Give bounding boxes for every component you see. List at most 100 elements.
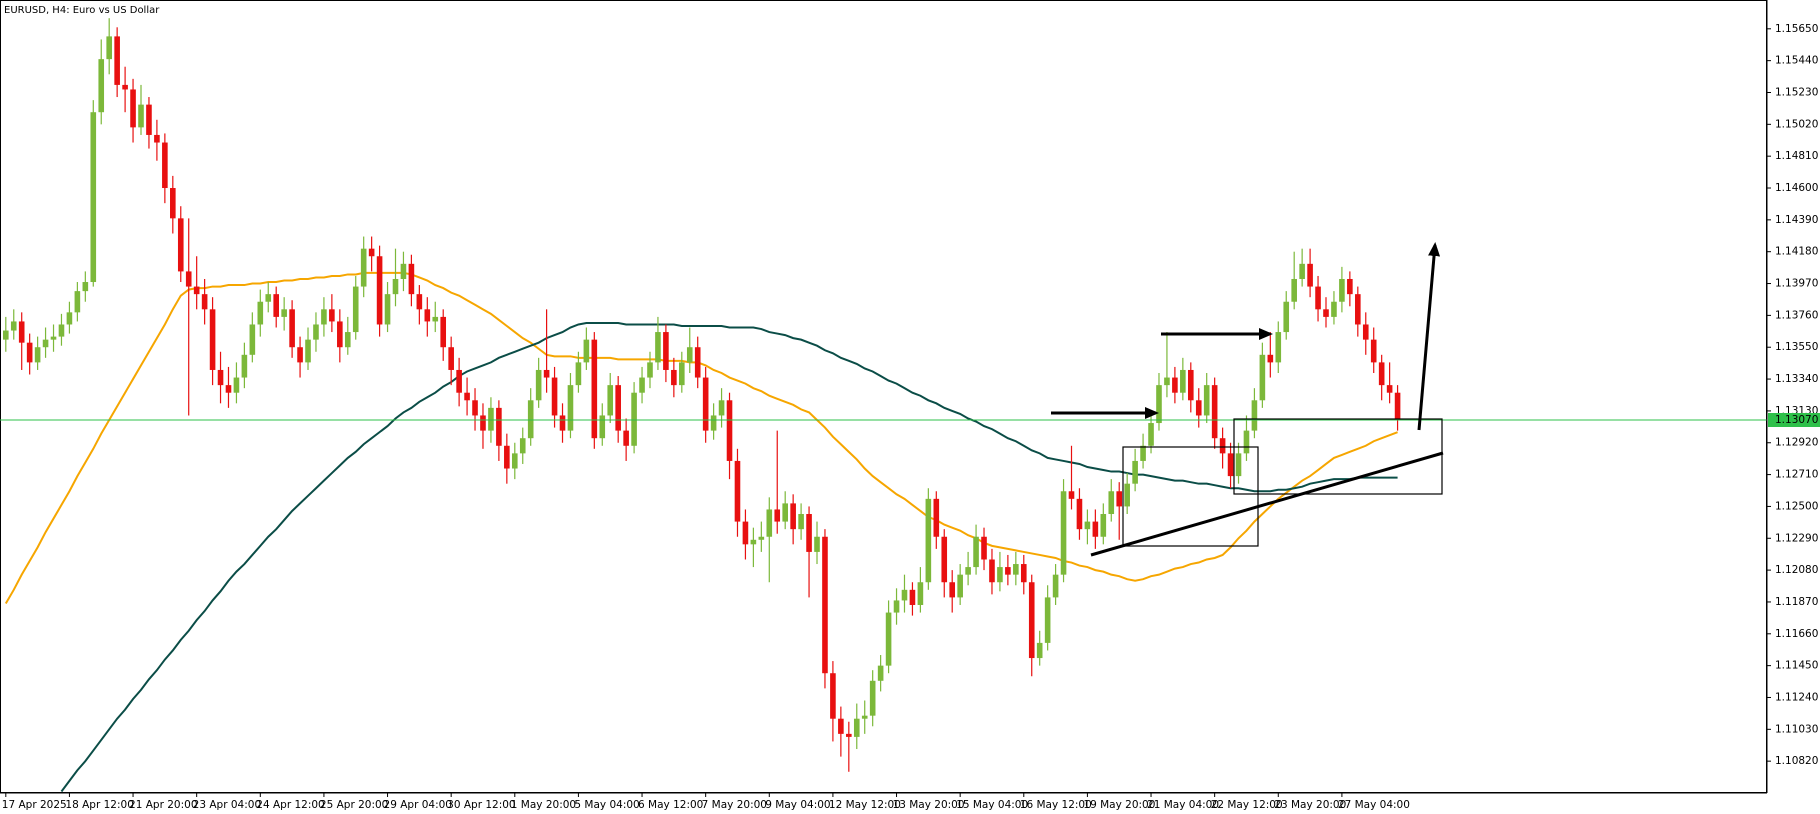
candle-body <box>337 321 343 348</box>
candle-body <box>615 385 621 431</box>
candle-body <box>607 385 614 416</box>
candle-body <box>1394 392 1401 421</box>
candle-body <box>289 309 295 348</box>
candle-body <box>679 362 685 386</box>
last-price-tag <box>1768 413 1820 428</box>
moving-average-line <box>4 271 1398 604</box>
candle-body <box>1164 377 1170 386</box>
candle-body <box>782 503 788 522</box>
candle-body <box>639 377 645 393</box>
candle-body <box>1235 453 1242 477</box>
candle-body <box>34 347 41 363</box>
candle-body <box>1013 564 1019 575</box>
candle-body <box>1370 339 1377 363</box>
candle-body <box>154 134 160 143</box>
candle-body <box>1020 564 1027 583</box>
candle-body <box>1347 278 1353 295</box>
candle-body <box>98 59 105 113</box>
candle-body <box>170 188 176 219</box>
candle-body <box>50 336 57 340</box>
y-tick-label: 1.15650 <box>1775 23 1818 35</box>
candle-body <box>527 400 534 439</box>
candle-body <box>1060 491 1067 575</box>
candle-body <box>631 392 637 446</box>
candle-body <box>217 369 224 386</box>
chart-title: EURUSD, H4: Euro vs US Dollar <box>4 5 160 16</box>
candle-body <box>42 339 49 348</box>
candle-body <box>209 309 216 370</box>
candle-body <box>941 536 948 583</box>
candle-body <box>838 718 844 734</box>
candle-body <box>1323 309 1329 317</box>
candle-body <box>1195 400 1202 416</box>
y-tick-label: 1.14180 <box>1775 246 1818 258</box>
candle-body <box>591 339 598 439</box>
candle-body <box>90 112 97 283</box>
y-tick-label: 1.12500 <box>1775 500 1818 512</box>
candle-body <box>647 362 653 378</box>
candle-body <box>694 347 701 378</box>
candle-body <box>408 263 415 295</box>
x-tick-label: 24 Apr 12:00 <box>256 799 324 811</box>
plot-area <box>0 18 1767 793</box>
candle-body <box>432 316 439 322</box>
x-tick-label: 27 May 04:00 <box>1338 799 1410 811</box>
candle-body <box>82 282 89 292</box>
candle-body <box>853 718 860 737</box>
candle-body <box>1036 642 1043 659</box>
candle-body <box>885 612 892 666</box>
candle-body <box>1362 324 1369 340</box>
candle-body <box>225 385 232 393</box>
candle-body <box>321 309 327 325</box>
candle-body <box>710 415 717 431</box>
candle-body <box>352 286 359 333</box>
y-tick-label: 1.10820 <box>1775 755 1818 767</box>
candle-body <box>26 342 33 363</box>
y-tick-label: 1.11870 <box>1775 596 1818 608</box>
candle-body <box>400 263 407 279</box>
candle-body <box>241 354 248 378</box>
y-tick-label: 1.12920 <box>1775 437 1818 449</box>
candle-body <box>360 248 367 287</box>
candle-body <box>1307 263 1313 287</box>
x-tick-label: 30 Apr 12:00 <box>447 799 515 811</box>
candle-body <box>1299 263 1305 279</box>
candle-body <box>949 582 956 598</box>
y-tick-label: 1.11450 <box>1775 660 1818 672</box>
candle-body <box>686 347 693 363</box>
candle-body <box>1132 460 1138 484</box>
candle-body <box>861 715 868 719</box>
candle-body <box>58 324 65 337</box>
candle-body <box>511 453 518 469</box>
candle-body <box>305 339 311 363</box>
y-tick-label: 1.13970 <box>1775 278 1818 290</box>
y-tick-label: 1.13550 <box>1775 341 1818 353</box>
y-tick-label: 1.12080 <box>1775 564 1818 576</box>
candle-body <box>472 400 478 416</box>
candle-body <box>1267 354 1274 363</box>
candle-body <box>822 536 828 674</box>
candle-body <box>543 369 550 378</box>
candle-body <box>448 347 454 370</box>
x-tick-label: 5 May 04:00 <box>574 799 639 811</box>
candle-body <box>1140 445 1146 461</box>
x-tick-label: 19 May 20:00 <box>1083 799 1155 811</box>
candle-body <box>114 36 120 85</box>
candle-body <box>66 312 73 325</box>
candle-body <box>1116 491 1123 507</box>
y-tick-label: 1.15230 <box>1775 86 1818 98</box>
x-tick-label: 21 Apr 20:00 <box>129 799 197 811</box>
candle-body <box>376 256 383 325</box>
candle-body <box>392 278 399 295</box>
x-tick-label: 1 May 20:00 <box>511 799 576 811</box>
candle-body <box>257 301 264 325</box>
x-tick-label: 21 May 04:00 <box>1147 799 1219 811</box>
candle-body <box>957 574 963 598</box>
x-tick-label: 16 May 12:00 <box>1020 799 1092 811</box>
candle-body <box>233 377 240 393</box>
candle-body <box>814 536 820 552</box>
candle-body <box>384 294 391 325</box>
candle-body <box>989 559 995 583</box>
arrow <box>1417 242 1441 431</box>
candle-body <box>138 104 144 128</box>
